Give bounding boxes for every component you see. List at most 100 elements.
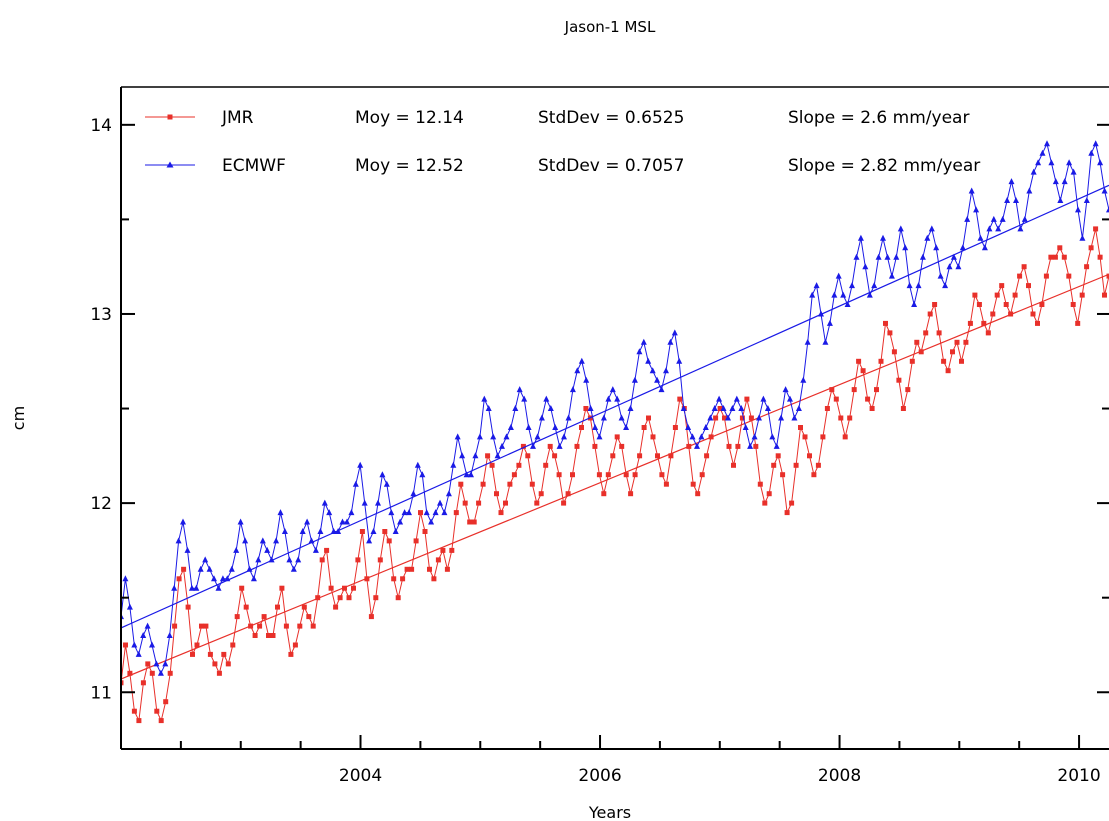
data-point-jmr [807, 453, 812, 459]
data-point-ecmwf [871, 282, 878, 289]
data-point-ecmwf [312, 546, 319, 553]
data-point-jmr [847, 415, 853, 421]
data-point-jmr [418, 510, 423, 516]
data-point-ecmwf [649, 367, 656, 374]
data-point-ecmwf [339, 518, 346, 525]
legend-jmr-moy: Moy = 12.14 [355, 108, 464, 128]
data-point-ecmwf [321, 499, 328, 506]
data-point-ecmwf [764, 405, 771, 411]
data-point-ecmwf [1097, 159, 1104, 166]
data-point-jmr [462, 500, 468, 506]
legend: JMR Moy = 12.14 StdDev = 0.6525 Slope = … [145, 108, 980, 176]
data-point-jmr [981, 320, 987, 326]
data-point-ecmwf [273, 537, 280, 544]
data-point-jmr [386, 538, 392, 544]
data-point-ecmwf [414, 461, 421, 468]
data-point-jmr [1043, 273, 1049, 279]
data-point-jmr [735, 443, 741, 449]
data-point-jmr [172, 623, 178, 629]
legend-ecmwf-stddev: StdDev = 0.7057 [538, 156, 684, 176]
data-point-ecmwf [450, 461, 457, 468]
data-point-jmr [579, 425, 584, 430]
data-point-jmr [628, 491, 634, 497]
data-point-jmr [815, 462, 821, 468]
data-point-jmr [301, 604, 307, 610]
data-point-ecmwf [281, 528, 288, 534]
data-point-jmr [404, 566, 410, 572]
data-point-jmr [561, 500, 567, 506]
data-point-ecmwf [933, 244, 940, 251]
data-point-jmr [163, 699, 169, 705]
data-point-jmr [351, 585, 356, 591]
data-point-ecmwf [388, 509, 395, 516]
data-point-jmr [820, 434, 826, 440]
data-point-ecmwf [352, 480, 359, 487]
data-point-jmr [534, 500, 540, 506]
data-point-ecmwf [237, 518, 244, 525]
legend-jmr-name: JMR [221, 108, 254, 128]
data-point-jmr [713, 415, 719, 421]
data-point-ecmwf [1030, 168, 1037, 175]
data-point-jmr [632, 472, 638, 478]
data-point-jmr [985, 330, 991, 336]
data-point-jmr [440, 547, 446, 553]
data-point-ecmwf [268, 556, 275, 563]
data-point-jmr [315, 595, 321, 601]
data-point-jmr [1088, 245, 1094, 251]
data-point-ecmwf [512, 405, 519, 411]
data-point-ecmwf [592, 424, 599, 430]
data-point-jmr [467, 519, 473, 525]
data-point-ecmwf [538, 414, 545, 421]
data-point-ecmwf [423, 509, 430, 516]
data-point-ecmwf [663, 367, 669, 374]
data-point-ecmwf [919, 253, 926, 260]
legend-jmr-marker [167, 114, 173, 120]
data-point-jmr [596, 472, 602, 478]
data-point-jmr [936, 330, 942, 336]
data-point-ecmwf [131, 641, 138, 648]
data-point-ecmwf [614, 395, 621, 402]
data-point-jmr [453, 510, 459, 516]
data-point-ecmwf [211, 575, 217, 582]
data-point-ecmwf [928, 225, 935, 232]
data-point-jmr [829, 387, 835, 393]
data-point-jmr [967, 320, 973, 326]
data-point-jmr [136, 718, 142, 724]
data-point-ecmwf [977, 234, 984, 241]
data-point-jmr [507, 481, 513, 487]
data-point-ecmwf [671, 329, 678, 336]
data-point-ecmwf [902, 244, 909, 251]
data-point-ecmwf [1021, 215, 1028, 222]
data-point-jmr [431, 576, 437, 582]
data-point-jmr [458, 481, 464, 487]
data-point-ecmwf [180, 518, 186, 525]
data-point-ecmwf [1057, 197, 1064, 203]
data-point-ecmwf [667, 338, 674, 345]
data-point-ecmwf [250, 575, 257, 582]
data-point-jmr [471, 519, 477, 525]
data-point-ecmwf [255, 556, 262, 563]
data-point-ecmwf [534, 433, 541, 440]
data-point-jmr [266, 633, 271, 638]
data-point-jmr [1048, 254, 1054, 260]
data-point-jmr [757, 481, 763, 487]
data-point-ecmwf [556, 442, 563, 449]
data-point-jmr [547, 443, 553, 449]
data-point-jmr [275, 604, 280, 610]
data-point-jmr [359, 529, 365, 534]
y-tick-label: 11 [90, 683, 112, 703]
data-point-ecmwf [184, 546, 191, 553]
data-point-ecmwf [290, 565, 297, 572]
data-point-ecmwf [1039, 149, 1046, 156]
data-point-ecmwf [694, 442, 700, 449]
data-point-ecmwf [698, 433, 705, 440]
data-point-jmr [793, 462, 799, 468]
data-point-jmr [798, 425, 803, 430]
data-point-ecmwf [888, 272, 895, 279]
data-point-ecmwf [286, 556, 293, 563]
ticks-layer: 2004 2006 2008 2010 11 12 13 14 [90, 116, 1109, 786]
data-point-ecmwf [778, 414, 785, 421]
data-point-ecmwf [716, 395, 723, 402]
data-point-ecmwf [401, 509, 408, 516]
data-point-jmr [811, 472, 817, 478]
